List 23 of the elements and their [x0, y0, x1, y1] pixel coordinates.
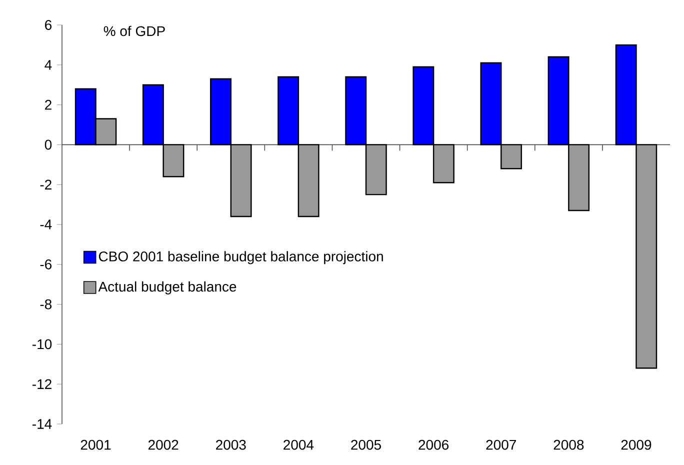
x-tick-label: 2001 — [80, 440, 111, 450]
legend-label: Actual budget balance — [98, 281, 236, 294]
y-tick-label: 6 — [45, 20, 52, 30]
y-tick-label: -2 — [40, 180, 52, 190]
y-tick-label: -4 — [40, 220, 52, 230]
y-tick-label: -8 — [40, 299, 52, 310]
x-tick-label: 2004 — [284, 440, 314, 450]
y-tick-label: -6 — [40, 259, 52, 270]
y-tick-label: -12 — [32, 379, 52, 389]
x-tick-label: 2008 — [554, 440, 584, 450]
legend-label: CBO 2001 baseline budget balance projection — [98, 251, 383, 264]
y-tick-label: -10 — [32, 339, 52, 350]
y-axis-title: % of GDP — [104, 26, 165, 36]
y-tick-label: -14 — [32, 419, 52, 429]
x-tick-label: 2005 — [351, 440, 381, 450]
x-tick-label: 2006 — [418, 440, 449, 450]
y-tick-label: 2 — [45, 100, 52, 110]
x-tick-label: 2002 — [148, 440, 178, 450]
y-tick-label: 0 — [44, 140, 52, 150]
x-tick-label: 2009 — [621, 440, 652, 450]
x-tick-label: 2003 — [216, 440, 246, 450]
x-tick-label: 2007 — [486, 440, 516, 450]
y-tick-label: 4 — [44, 60, 52, 70]
